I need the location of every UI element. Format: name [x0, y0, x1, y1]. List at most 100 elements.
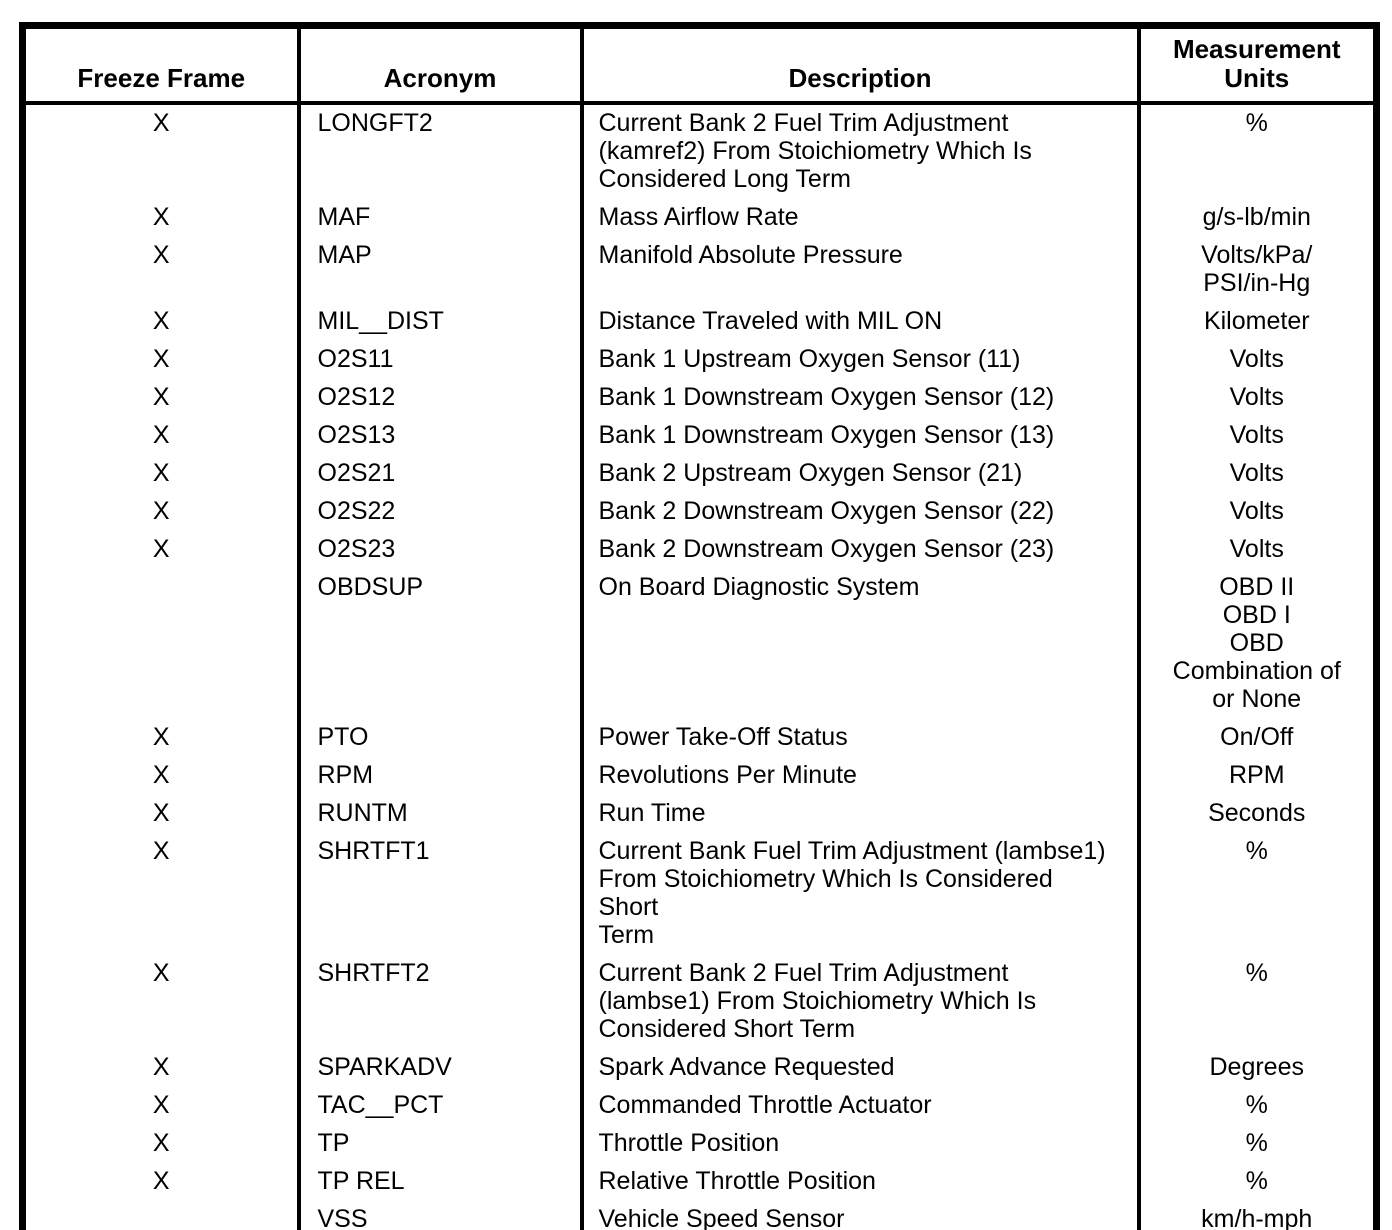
table-row: X RPM Revolutions Per Minute RPM: [23, 757, 1377, 795]
acronym-cell: MAF: [296, 199, 582, 237]
acronym-cell: LONGFT2: [296, 103, 582, 199]
units-cell: %: [1136, 1125, 1377, 1163]
table-row: X MIL__DIST Distance Traveled with MIL O…: [23, 303, 1377, 341]
freeze-frame-cell: X: [152, 345, 170, 373]
description-cell: Bank 2 Downstream Oxygen Sensor (23): [579, 531, 1139, 569]
acronym-cell: RUNTM: [296, 795, 582, 833]
table-row: X O2S23 Bank 2 Downstream Oxygen Sensor …: [23, 531, 1377, 569]
description-cell: Current Bank Fuel Trim Adjustment (lambs…: [579, 833, 1139, 955]
description-cell: Run Time: [579, 795, 1139, 833]
description-cell: Mass Airflow Rate: [579, 199, 1139, 237]
units-cell: Volts: [1136, 531, 1377, 569]
freeze-frame-cell: X: [152, 799, 170, 827]
col-header-description: Description: [579, 25, 1139, 105]
description-cell: On Board Diagnostic System: [579, 569, 1139, 719]
freeze-frame-cell: X: [152, 241, 170, 269]
col-header-freeze-frame: Freeze Frame: [22, 25, 299, 105]
units-cell: On/Off: [1136, 719, 1377, 757]
table-row: X TP Throttle Position %: [23, 1125, 1377, 1163]
acronym-cell: MAP: [296, 237, 582, 303]
units-cell: km/h-mph: [1136, 1201, 1377, 1230]
freeze-frame-cell: X: [152, 1167, 170, 1195]
freeze-frame-cell: X: [152, 459, 170, 487]
table-container: Freeze Frame Acronym Description Measure…: [19, 22, 1380, 1230]
acronym-cell: O2S22: [296, 493, 582, 531]
description-cell: Distance Traveled with MIL ON: [579, 303, 1139, 341]
units-cell: RPM: [1136, 757, 1377, 795]
table-row: OBDSUP On Board Diagnostic System OBD II…: [23, 569, 1377, 719]
col-header-acronym: Acronym: [296, 25, 582, 105]
acronym-cell: SPARKADV: [296, 1049, 582, 1087]
units-cell: Volts: [1136, 455, 1377, 493]
freeze-frame-cell: X: [152, 535, 170, 563]
table-row: X O2S21 Bank 2 Upstream Oxygen Sensor (2…: [23, 455, 1377, 493]
table-row: X O2S12 Bank 1 Downstream Oxygen Sensor …: [23, 379, 1377, 417]
acronym-cell: O2S13: [296, 417, 582, 455]
table-row: X PTO Power Take-Off Status On/Off: [23, 719, 1377, 757]
freeze-frame-cell: X: [152, 723, 170, 751]
freeze-frame-cell: X: [152, 761, 170, 789]
freeze-frame-cell: X: [152, 1091, 170, 1119]
freeze-frame-cell: X: [152, 109, 170, 137]
description-cell: Manifold Absolute Pressure: [579, 237, 1139, 303]
table-row: X RUNTM Run Time Seconds: [23, 795, 1377, 833]
acronym-cell: TAC__PCT: [296, 1087, 582, 1125]
description-cell: Vehicle Speed Sensor: [579, 1201, 1139, 1230]
units-cell: Degrees: [1136, 1049, 1377, 1087]
col-header-measurement-units: Measurement Units: [1136, 25, 1377, 105]
table-row: X SPARKADV Spark Advance Requested Degre…: [23, 1049, 1377, 1087]
table-row: X MAP Manifold Absolute Pressure Volts/k…: [23, 237, 1377, 303]
units-cell: OBD II OBD I OBD Combination of or None: [1136, 569, 1377, 719]
acronym-cell: SHRTFT1: [296, 833, 582, 955]
acronym-cell: MIL__DIST: [296, 303, 582, 341]
freeze-frame-cell: X: [152, 959, 170, 987]
units-cell: Volts: [1136, 417, 1377, 455]
description-cell: Bank 2 Downstream Oxygen Sensor (22): [579, 493, 1139, 531]
table-row: X LONGFT2 Current Bank 2 Fuel Trim Adjus…: [23, 103, 1377, 199]
acronym-cell: O2S11: [296, 341, 582, 379]
table-row: X SHRTFT1 Current Bank Fuel Trim Adjustm…: [23, 833, 1377, 955]
freeze-frame-cell: X: [152, 203, 170, 231]
units-cell: Volts: [1136, 341, 1377, 379]
units-cell: Seconds: [1136, 795, 1377, 833]
units-cell: Kilometer: [1136, 303, 1377, 341]
units-cell: Volts: [1136, 493, 1377, 531]
units-cell: Volts: [1136, 379, 1377, 417]
units-cell: %: [1136, 103, 1377, 199]
table-row: X TP REL Relative Throttle Position %: [23, 1163, 1377, 1201]
acronym-cell: TP REL: [296, 1163, 582, 1201]
table-row: X TAC__PCT Commanded Throttle Actuator %: [23, 1087, 1377, 1125]
units-cell: Volts/kPa/ PSI/in-Hg: [1136, 237, 1377, 303]
acronym-cell: O2S21: [296, 455, 582, 493]
acronym-cell: PTO: [296, 719, 582, 757]
freeze-frame-cell: [23, 569, 299, 719]
table-row: X O2S11 Bank 1 Upstream Oxygen Sensor (1…: [23, 341, 1377, 379]
freeze-frame-cell: [23, 1201, 299, 1230]
description-cell: Bank 1 Downstream Oxygen Sensor (13): [579, 417, 1139, 455]
table-row: X MAF Mass Airflow Rate g/s-lb/min: [23, 199, 1377, 237]
description-cell: Commanded Throttle Actuator: [579, 1087, 1139, 1125]
acronym-cell: O2S23: [296, 531, 582, 569]
freeze-frame-cell: X: [152, 1129, 170, 1157]
description-cell: Bank 1 Upstream Oxygen Sensor (11): [579, 341, 1139, 379]
units-cell: g/s-lb/min: [1136, 199, 1377, 237]
description-cell: Power Take-Off Status: [579, 719, 1139, 757]
acronym-cell: TP: [296, 1125, 582, 1163]
table-row: X O2S13 Bank 1 Downstream Oxygen Sensor …: [23, 417, 1377, 455]
description-cell: Current Bank 2 Fuel Trim Adjustment (lam…: [579, 955, 1139, 1049]
units-cell: %: [1136, 833, 1377, 955]
freeze-frame-cell: X: [152, 307, 170, 335]
parameters-table: Freeze Frame Acronym Description Measure…: [19, 22, 1380, 1230]
freeze-frame-cell: X: [152, 383, 170, 411]
freeze-frame-cell: X: [152, 497, 170, 525]
freeze-frame-cell: X: [152, 837, 170, 865]
acronym-cell: VSS: [296, 1201, 582, 1230]
description-cell: Spark Advance Requested: [579, 1049, 1139, 1087]
units-cell: %: [1136, 1087, 1377, 1125]
acronym-cell: SHRTFT2: [296, 955, 582, 1049]
units-cell: %: [1136, 1163, 1377, 1201]
description-cell: Relative Throttle Position: [579, 1163, 1139, 1201]
table-row: X SHRTFT2 Current Bank 2 Fuel Trim Adjus…: [23, 955, 1377, 1049]
table-row: X O2S22 Bank 2 Downstream Oxygen Sensor …: [23, 493, 1377, 531]
